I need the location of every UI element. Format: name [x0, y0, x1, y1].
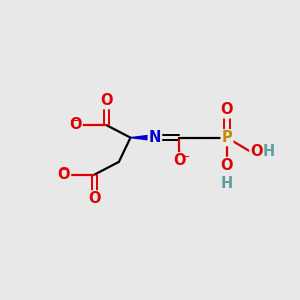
Text: P: P	[222, 130, 232, 145]
Text: N: N	[149, 130, 161, 145]
Text: O: O	[100, 93, 112, 108]
Polygon shape	[130, 135, 155, 141]
Text: −: −	[58, 165, 68, 176]
Text: O: O	[88, 191, 101, 206]
Text: −: −	[70, 116, 80, 126]
Text: H: H	[221, 176, 233, 191]
Text: H: H	[263, 144, 275, 159]
Text: O: O	[173, 153, 186, 168]
Text: O: O	[221, 102, 233, 117]
Text: O: O	[58, 167, 70, 182]
Text: O: O	[69, 117, 82, 132]
Text: O: O	[221, 158, 233, 173]
Text: −: −	[181, 152, 190, 162]
Text: O: O	[250, 144, 263, 159]
